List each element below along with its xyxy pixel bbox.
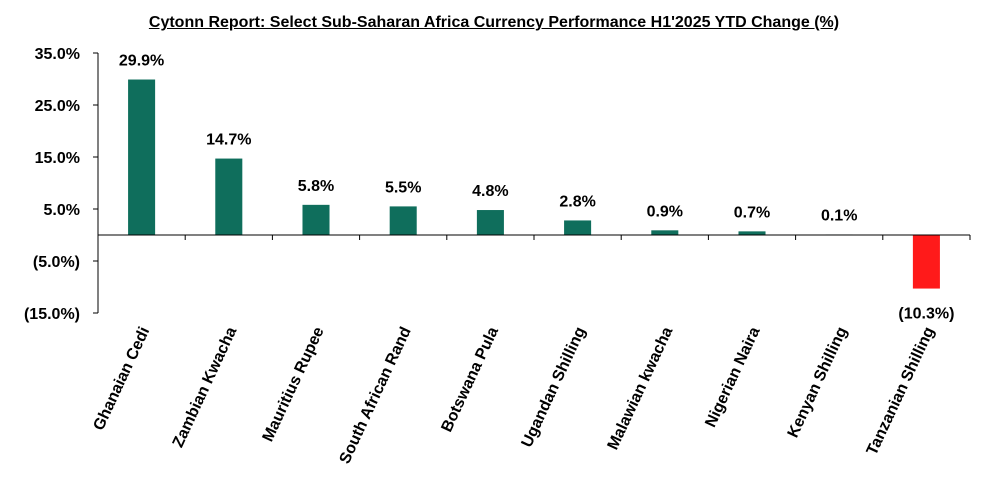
bar (128, 79, 156, 236)
y-axis: 35.0% 25.0% 15.0% 5.0% (5.0%) (15.0%) (24, 46, 99, 323)
y-tick-label: 35.0% (35, 46, 80, 63)
bar (302, 204, 330, 235)
chart-title: Cytonn Report: Select Sub-Saharan Africa… (148, 14, 840, 31)
category-label: Mauritius Rupee (260, 324, 328, 444)
bar (651, 230, 679, 235)
data-label: (10.3%) (898, 306, 954, 323)
category-label: Tanzanian Shilling (864, 325, 938, 458)
data-label: 0.7% (734, 204, 770, 221)
bars: 29.9% 14.7% 5.8% 5.5% 4.8% 2.8% 0.9% 0.7% 0.1% (1… (119, 53, 955, 323)
category-label: Nigerian Naira (702, 324, 763, 430)
bar (912, 235, 940, 289)
y-tick-label: 15.0% (35, 150, 80, 167)
category-label: Botswana Pula (439, 324, 503, 434)
data-label: 0.9% (647, 203, 683, 220)
data-label: 14.7% (206, 132, 251, 149)
bar (738, 231, 766, 235)
category-label: Kenyan Shilling (785, 325, 851, 441)
data-label: 0.1% (821, 207, 857, 224)
data-label: 4.8% (472, 183, 508, 200)
category-label: Malawian kwacha (605, 324, 677, 452)
y-tick-label: 5.0% (44, 202, 80, 219)
y-tick-label: (5.0%) (33, 254, 80, 271)
bar (215, 158, 243, 235)
y-tick-label: 25.0% (35, 98, 80, 115)
data-label: 29.9% (119, 53, 164, 70)
data-label: 5.8% (298, 178, 334, 195)
data-label: 5.5% (385, 179, 421, 196)
category-label: Ugandan Shilling (519, 325, 590, 451)
category-label: South African Rand (337, 325, 415, 467)
x-axis: Ghanaian Cedi Zambian Kwacha Mauritius Rup… (90, 234, 971, 467)
y-tick-label: (15.0%) (24, 306, 80, 323)
category-label: Ghanaian Cedi (90, 325, 153, 434)
bar (564, 220, 592, 235)
data-label: 2.8% (559, 193, 595, 210)
bar (389, 206, 417, 235)
category-label: Zambian Kwacha (170, 324, 241, 450)
bar (476, 210, 504, 235)
